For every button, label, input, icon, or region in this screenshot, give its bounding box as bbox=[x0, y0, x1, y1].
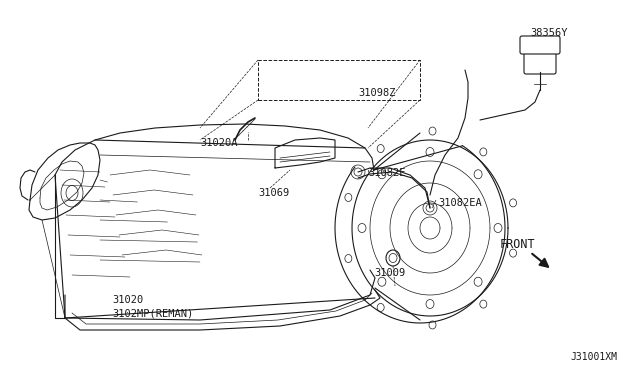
Ellipse shape bbox=[358, 224, 366, 232]
Ellipse shape bbox=[378, 277, 386, 286]
Ellipse shape bbox=[351, 165, 365, 179]
Ellipse shape bbox=[426, 299, 434, 308]
Ellipse shape bbox=[378, 170, 386, 179]
FancyBboxPatch shape bbox=[524, 48, 556, 74]
Text: J31001XM: J31001XM bbox=[570, 352, 617, 362]
Ellipse shape bbox=[509, 249, 516, 257]
Ellipse shape bbox=[429, 321, 436, 329]
Text: 31082EA: 31082EA bbox=[438, 198, 482, 208]
Ellipse shape bbox=[377, 145, 384, 153]
Text: 31082E: 31082E bbox=[368, 168, 406, 178]
Ellipse shape bbox=[345, 193, 352, 202]
Text: 3102MP(REMAN): 3102MP(REMAN) bbox=[112, 308, 193, 318]
Text: 31009: 31009 bbox=[374, 268, 406, 278]
FancyBboxPatch shape bbox=[520, 36, 560, 54]
Ellipse shape bbox=[423, 201, 437, 215]
Ellipse shape bbox=[494, 224, 502, 232]
Text: 31020A: 31020A bbox=[200, 138, 237, 148]
Text: 38356Y: 38356Y bbox=[530, 28, 568, 38]
Ellipse shape bbox=[474, 170, 482, 179]
Ellipse shape bbox=[509, 199, 516, 207]
Text: 31098Z: 31098Z bbox=[358, 88, 396, 98]
Ellipse shape bbox=[474, 277, 482, 286]
Ellipse shape bbox=[377, 304, 384, 311]
Ellipse shape bbox=[426, 148, 434, 157]
Ellipse shape bbox=[480, 148, 487, 156]
Text: 31069: 31069 bbox=[258, 188, 289, 198]
Ellipse shape bbox=[429, 127, 436, 135]
Ellipse shape bbox=[345, 254, 352, 263]
Ellipse shape bbox=[480, 300, 487, 308]
Ellipse shape bbox=[386, 250, 400, 266]
Text: 31020: 31020 bbox=[112, 295, 143, 305]
Text: FRONT: FRONT bbox=[500, 238, 536, 251]
